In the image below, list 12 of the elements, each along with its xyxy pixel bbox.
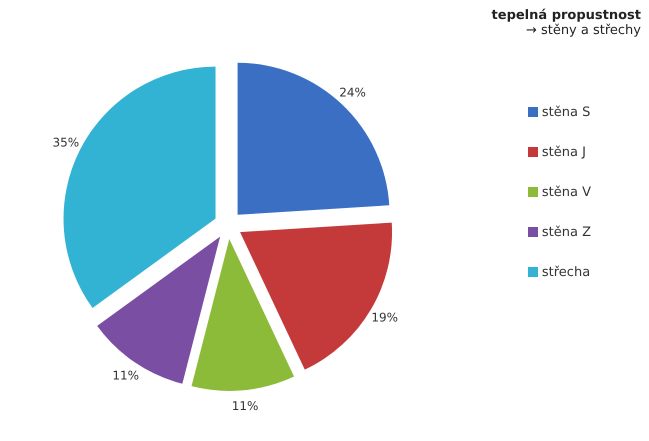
data-label: 24% bbox=[339, 85, 366, 100]
legend-label: stěna S bbox=[542, 105, 590, 120]
legend-label: stěna Z bbox=[542, 225, 591, 240]
legend-label: stěna J bbox=[542, 145, 586, 160]
legend-label: stěna V bbox=[542, 185, 591, 200]
data-label: 11% bbox=[112, 368, 140, 383]
chart-subtitle: → stěny a střechy bbox=[524, 23, 641, 38]
data-label: 35% bbox=[52, 135, 80, 150]
legend-label: střecha bbox=[542, 265, 590, 280]
data-label: 11% bbox=[232, 399, 258, 414]
chart-title: tepelná propustnost bbox=[492, 8, 641, 23]
data-label: 19% bbox=[371, 310, 398, 325]
